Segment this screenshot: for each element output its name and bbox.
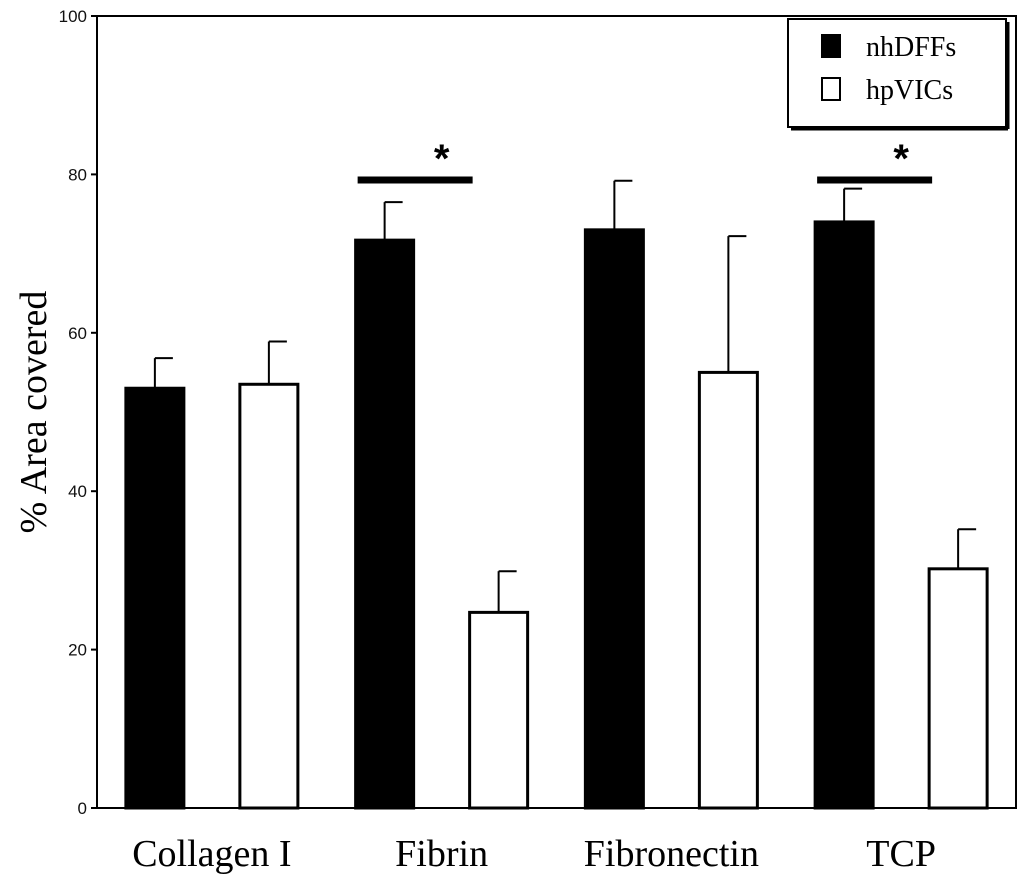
y-tick-label: 80 — [68, 165, 87, 184]
significance-star: * — [434, 137, 450, 181]
bar-nhdffs-tcp — [813, 220, 875, 810]
legend-label: nhDFFs — [866, 32, 956, 63]
x-category-label: Fibrin — [395, 833, 488, 875]
axes-layer: 0 20 40 60 80 100 Collagen I Fibrin Fibronectin T… — [59, 7, 1017, 875]
bars-layer: * * — [124, 137, 989, 810]
bar-hpvics-fibrin — [468, 610, 530, 810]
y-axis-label: % Area covered — [13, 291, 55, 534]
bar-hpvics-collagen-i — [238, 382, 300, 810]
significance-star: * — [893, 137, 909, 181]
bar-nhdffs-fibrin — [354, 238, 416, 810]
x-category-label: TCP — [866, 833, 936, 875]
legend-label: hpVICs — [866, 75, 953, 106]
y-axis-label-group: % Area covered — [13, 291, 55, 534]
legend: nhDFFs hpVICs — [787, 18, 1010, 131]
bar-nhdffs-collagen-i — [124, 386, 186, 810]
x-category-label: Collagen I — [132, 833, 291, 875]
legend-swatch — [821, 34, 841, 58]
y-tick-label: 0 — [78, 799, 87, 818]
y-tick-label: 100 — [59, 7, 87, 26]
bar-hpvics-tcp — [927, 567, 989, 810]
legend-swatch — [821, 77, 841, 101]
y-tick-label: 60 — [68, 324, 87, 343]
bar-nhdffs-fibronectin — [583, 228, 645, 810]
bar-hpvics-fibronectin — [697, 370, 759, 810]
y-tick-label: 40 — [68, 482, 87, 501]
y-tick-label: 20 — [68, 641, 87, 660]
plot-frame — [96, 15, 1017, 809]
x-category-label: Fibronectin — [584, 833, 759, 875]
